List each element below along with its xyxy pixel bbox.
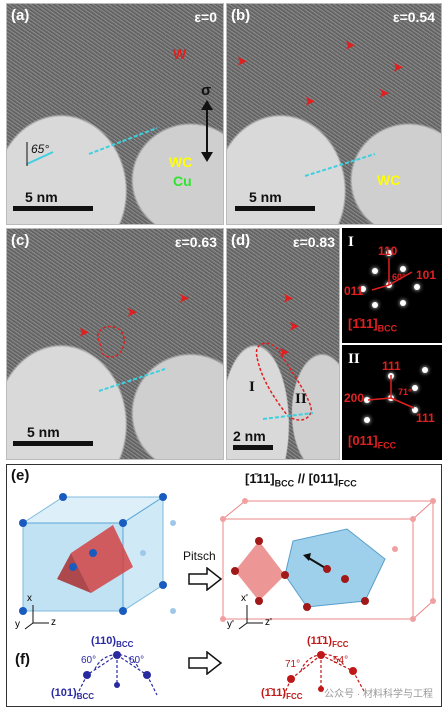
fcc-angle-2: 54°: [333, 655, 349, 666]
saed-spot-110: 110: [378, 244, 398, 258]
strain-label-c: ε=0.63: [174, 234, 217, 250]
bcc-angle-1: 60°: [81, 655, 97, 666]
bcc-plane-diagram: [76, 651, 158, 696]
interface-line-b: [304, 153, 376, 177]
phase-label-cu: Cu: [173, 173, 192, 189]
panel-label-e: (e): [11, 467, 30, 484]
strain-label-b: ε=0.54: [392, 9, 435, 25]
dislocation-marker: ➤: [79, 325, 90, 339]
region-label-1: I: [249, 379, 255, 395]
saed-pattern-2: II 111 200 111 71° [011]FCC: [342, 345, 442, 460]
saed-spot-200: 200: [344, 391, 365, 405]
axes-icon-right: [238, 605, 263, 630]
dislocation-marker: ➤: [289, 319, 300, 333]
fcc-plane-11-1: (11̄1)FCC: [307, 635, 349, 650]
dislocation-marker: ➤: [127, 305, 138, 319]
dislocation-marker: ➤: [345, 38, 356, 52]
fcc-plane-diagram: [282, 651, 366, 698]
orientation-relation: [1̄11]BCC // [011]FCC: [245, 471, 357, 489]
panel-label-a: (a): [11, 7, 30, 24]
fcc-angle-1: 71°: [285, 659, 301, 670]
saed-label-2: II: [348, 351, 360, 367]
scale-label-d: 2 nm: [233, 428, 266, 444]
transform-arrow-icon-f: [188, 651, 223, 675]
dislocation-marker: ➤: [179, 291, 190, 305]
scale-bar-a: [13, 206, 93, 211]
panel-d: (d) ε=0.83 ➤ ➤ ➤ I II 2 nm: [226, 228, 340, 460]
axis-label-x-prime: x': [241, 593, 248, 604]
scale-label-b: 5 nm: [249, 189, 282, 205]
axis-label-z: z: [51, 617, 56, 628]
dislocation-marker: ➤: [279, 345, 290, 359]
phase-label-w: W: [173, 46, 187, 62]
panel-label-b: (b): [231, 7, 251, 24]
stress-arrow-icon: [201, 100, 213, 162]
stress-label: σ: [201, 82, 212, 99]
scale-bar-b: [235, 206, 315, 211]
region-label-2: II: [295, 391, 307, 407]
phase-label-wc: WC: [169, 154, 193, 170]
axis-label-y-prime: y': [227, 619, 234, 630]
strain-label-d: ε=0.83: [292, 234, 335, 250]
saed-spot-111-top: 111: [382, 359, 401, 373]
fcc-plane-111: (1̄11)FCC: [261, 687, 303, 702]
panel-label-f: (f): [15, 651, 30, 668]
axis-label-z-prime: z': [265, 617, 272, 628]
panel-label-d: (d): [231, 232, 251, 249]
saed-angle-1: 60°: [392, 272, 406, 282]
bcc-lattice-diagram: [19, 493, 176, 615]
saed-zone-2: [011]FCC: [348, 433, 397, 451]
dislocation-marker: ➤: [283, 291, 294, 305]
saed-spot-111-right: 111: [416, 411, 435, 425]
schematic-panel: (e) [1̄11]BCC // [011]FCC Pitsch: [6, 464, 442, 707]
scale-bar-c: [13, 441, 93, 446]
saed-spot-101: 101: [416, 268, 437, 282]
saed-label-1: I: [348, 234, 354, 250]
axis-label-y: y: [15, 619, 20, 630]
highlight-region-c: [97, 325, 166, 392]
pitsch-label: Pitsch: [183, 549, 216, 563]
panel-a: (a) ε=0 W σ WC Cu 65° 5 nm: [6, 3, 224, 225]
axis-label-x: x: [27, 593, 32, 604]
dislocation-marker: ➤: [379, 86, 390, 100]
angle-label-a: 65°: [31, 142, 50, 156]
panel-label-c: (c): [11, 232, 30, 249]
watermark: 公众号 · 材料科学与工程: [324, 689, 433, 700]
saed-vectors-1: [371, 258, 413, 291]
saed-spot-011: 011: [344, 284, 364, 298]
bcc-plane-110: (110)BCC: [91, 635, 134, 650]
dislocation-marker: ➤: [393, 60, 404, 74]
panel-b: (b) ε=0.54 ➤ ➤ ➤ ➤ ➤ WC 5 nm: [226, 3, 442, 225]
axes-icon-left: [24, 605, 49, 630]
fcc-lattice-diagram: [220, 498, 436, 622]
scale-label-c: 5 nm: [27, 424, 60, 440]
saed-pattern-1: I 110 011 101 60° [1̄11]BCC: [342, 228, 442, 343]
interface-line-a: [26, 127, 158, 166]
highlight-region-d: [255, 342, 314, 421]
saed-zone-1: [1̄11]BCC: [348, 316, 398, 334]
saed-vectors-2: [367, 375, 415, 409]
bcc-angle-2: 60°: [129, 655, 145, 666]
panel-c: (c) ε=0.63 ➤ ➤ ➤ 5 nm: [6, 228, 224, 460]
saed-angle-2: 71°: [398, 387, 412, 397]
transform-arrow-icon: [188, 567, 223, 591]
phase-label-wc-b: WC: [377, 172, 401, 188]
dislocation-marker: ➤: [305, 94, 316, 108]
strain-label-a: ε=0: [194, 9, 217, 25]
dislocation-marker: ➤: [237, 54, 248, 68]
scale-label-a: 5 nm: [25, 189, 58, 205]
scale-bar-d: [233, 445, 273, 450]
bcc-plane-101: (101)BCC: [51, 687, 95, 702]
